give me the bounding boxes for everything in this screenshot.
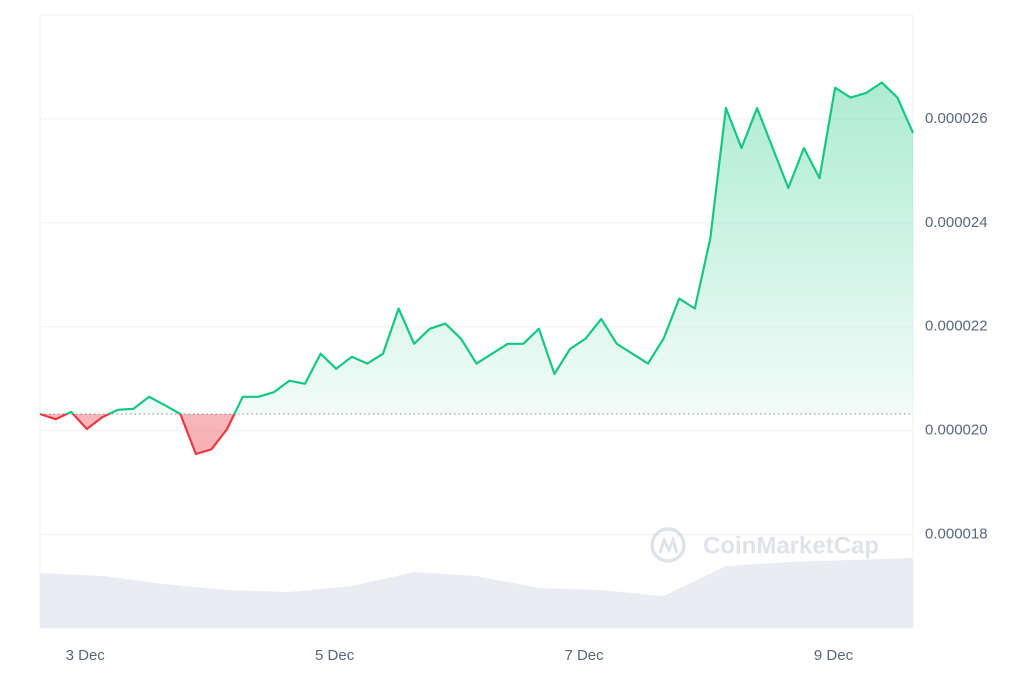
y-tick-label: 0.000026	[925, 110, 988, 127]
area-above	[40, 82, 913, 414]
volume-area	[40, 558, 913, 628]
price-line-down	[39, 413, 236, 456]
watermark-text: CoinMarketCap	[703, 532, 879, 559]
y-tick-label: 0.000024	[925, 214, 988, 231]
price-line-up	[40, 81, 915, 414]
y-tick-label: 0.000018	[925, 525, 988, 542]
y-tick-label: 0.000020	[925, 422, 988, 439]
y-tick-label: 0.000022	[925, 318, 988, 335]
watermark: CoinMarketCap	[650, 527, 879, 563]
x-tick-label: 9 Dec	[814, 647, 854, 664]
x-tick-label: 3 Dec	[66, 647, 106, 664]
x-tick-label: 7 Dec	[564, 647, 604, 664]
area-below	[40, 413, 235, 454]
x-tick-label: 5 Dec	[315, 647, 355, 664]
